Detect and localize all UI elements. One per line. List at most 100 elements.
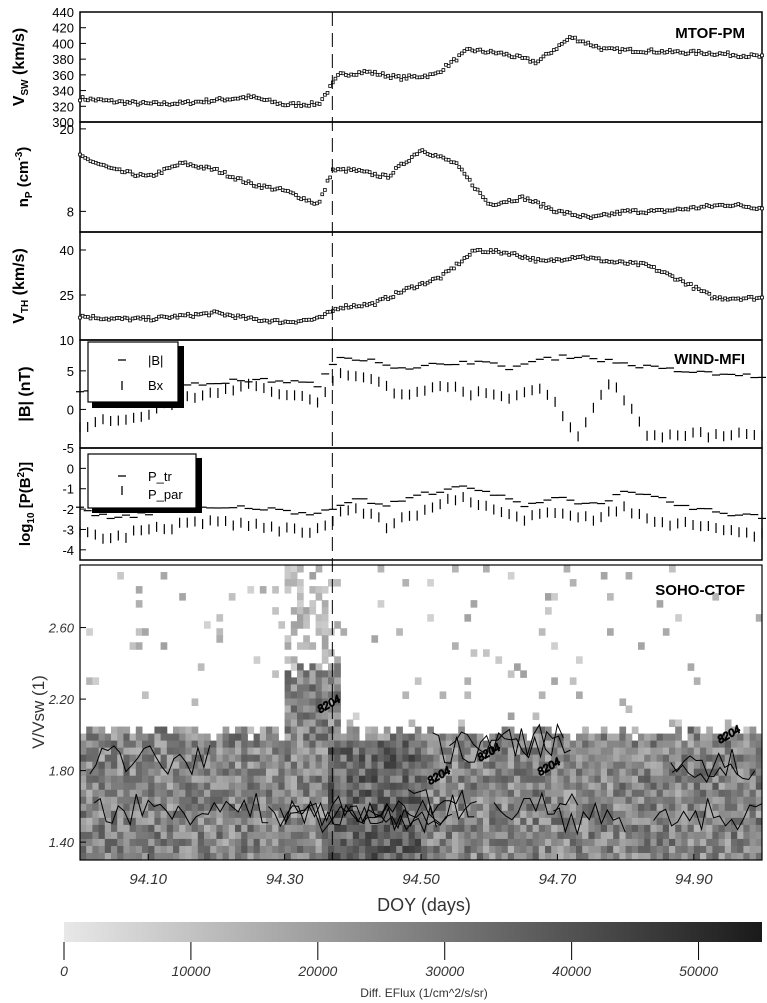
heatmap-cell — [253, 768, 261, 777]
heatmap-cell — [278, 740, 286, 749]
heatmap-cell — [179, 726, 186, 735]
heatmap-cell — [687, 789, 695, 798]
data-point — [391, 295, 396, 299]
heatmap-cell — [123, 733, 131, 742]
heatmap-cell — [501, 782, 509, 791]
heatmap-cell — [383, 789, 391, 798]
heatmap-cell — [191, 698, 199, 706]
heatmap-cell — [644, 824, 651, 833]
heatmap-cell — [123, 824, 131, 833]
heatmap-cell — [749, 775, 757, 784]
heatmap-cell — [501, 796, 509, 805]
heatmap-cell — [551, 817, 558, 826]
heatmap-cell — [495, 810, 503, 819]
heatmap-cell — [222, 810, 230, 819]
heatmap-cell — [675, 740, 682, 749]
heatmap-cell — [433, 831, 441, 840]
heatmap-cell — [613, 796, 620, 805]
heatmap-cell — [737, 852, 744, 860]
heatmap-cell — [359, 761, 366, 770]
data-point — [246, 179, 251, 184]
heatmap-cell — [631, 782, 639, 791]
heatmap-cell — [272, 607, 279, 615]
heatmap-cell — [408, 754, 416, 763]
heatmap-cell — [309, 838, 317, 847]
heatmap-cell — [284, 740, 292, 749]
data-point — [618, 50, 622, 54]
heatmap-cell — [470, 796, 478, 805]
heatmap-cell — [390, 740, 397, 749]
data-point — [465, 175, 469, 180]
heatmap-cell — [228, 852, 236, 860]
heatmap-cell — [545, 817, 552, 826]
heatmap-cell — [619, 726, 627, 735]
heatmap-cell — [563, 831, 571, 840]
heatmap-cell — [712, 768, 720, 777]
heatmap-cell — [445, 775, 453, 784]
data-point — [565, 38, 569, 42]
heatmap-cell — [706, 852, 713, 860]
heatmap-cell — [551, 754, 558, 763]
heatmap-cell — [638, 824, 645, 833]
heatmap-cell — [253, 838, 261, 847]
heatmap-cell — [514, 789, 521, 798]
heatmap-cell — [458, 789, 465, 798]
heatmap-cell — [377, 817, 385, 826]
heatmap-cell — [662, 789, 670, 798]
heatmap-cell — [681, 782, 689, 791]
heatmap-cell — [383, 796, 391, 805]
heatmap-cell — [402, 747, 410, 756]
data-point — [172, 313, 177, 318]
heatmap-cell — [731, 775, 738, 784]
heatmap-cell — [135, 789, 143, 798]
heatmap-cell — [129, 852, 137, 860]
heatmap-cell — [613, 838, 620, 847]
legend-label-b: |B| — [148, 353, 163, 368]
heatmap-cell — [104, 852, 112, 860]
heatmap-cell — [507, 670, 515, 678]
heatmap-cell — [650, 831, 658, 840]
data-point — [697, 287, 701, 291]
heatmap-cell — [154, 726, 162, 735]
heatmap-cell — [173, 733, 180, 742]
heatmap-cell — [259, 733, 267, 742]
heatmap-cell — [656, 852, 664, 860]
heatmap-cell — [427, 761, 434, 770]
heatmap-cell — [693, 775, 701, 784]
heatmap-cell — [551, 677, 558, 685]
heatmap-cell — [328, 670, 335, 678]
heatmap-cell — [173, 845, 180, 854]
heatmap-cell — [483, 817, 490, 826]
heatmap-cell — [191, 810, 199, 819]
heatmap-cell — [315, 747, 323, 756]
heatmap-cell — [724, 768, 732, 777]
heatmap-cell — [142, 768, 149, 777]
heatmap-cell — [80, 817, 87, 826]
heatmap-cell — [600, 572, 608, 580]
heatmap-cell — [303, 838, 310, 847]
heatmap-cell — [607, 733, 614, 742]
heatmap-cell — [321, 733, 329, 742]
heatmap-cell — [402, 845, 410, 854]
data-point — [273, 99, 277, 104]
heatmap-cell — [228, 761, 236, 770]
heatmap-cell — [569, 810, 577, 819]
heatmap-cell — [142, 733, 149, 742]
heatmap-cell — [117, 817, 124, 826]
heatmap-cell — [619, 796, 627, 805]
heatmap-cell — [619, 775, 627, 784]
heatmap-cell — [712, 775, 720, 784]
data-point — [560, 209, 564, 214]
heatmap-cell — [191, 789, 199, 798]
heatmap-cell — [458, 831, 465, 840]
heatmap-cell — [724, 733, 732, 742]
heatmap-cell — [148, 803, 155, 812]
heatmap-cell — [563, 852, 571, 860]
heatmap-cell — [216, 782, 224, 791]
heatmap-cell — [538, 768, 546, 777]
heatmap-cell — [421, 733, 428, 742]
heatmap-cell — [148, 775, 155, 784]
data-point — [581, 254, 585, 259]
heatmap-cell — [222, 733, 230, 742]
heatmap-cell — [749, 754, 757, 763]
